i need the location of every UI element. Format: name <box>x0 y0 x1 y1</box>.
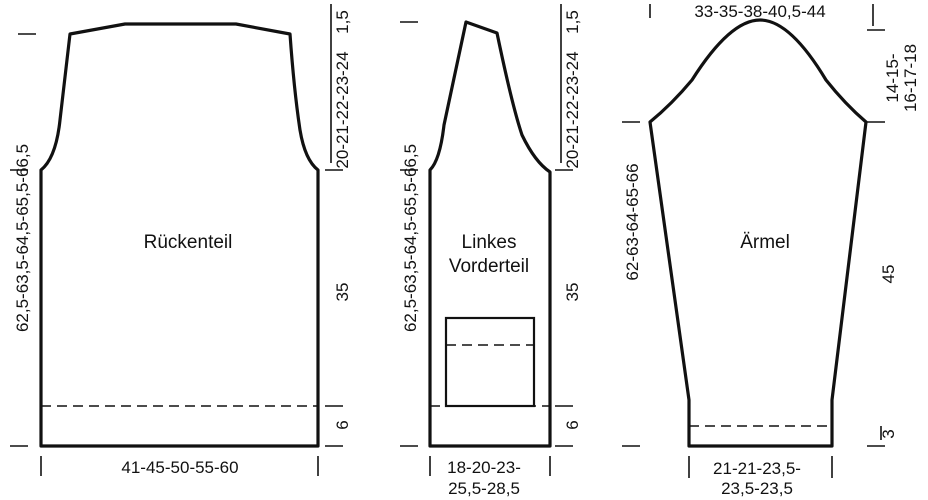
back-name: Rückenteil <box>144 232 233 253</box>
sleeve-body-label: 45 <box>879 265 898 284</box>
back-body-label: 35 <box>333 283 352 302</box>
front-body-label: 35 <box>563 283 582 302</box>
front-name-line2: Vorderteil <box>449 256 529 277</box>
sleeve-bottom-label-line2: 23,5-23,5 <box>721 479 793 498</box>
back-width-label: 41-45-50-55-60 <box>121 458 238 477</box>
front-total-length-label: 62,5-63,5-64,5-65,5-66,5 <box>401 144 420 332</box>
front-width-label-line1: 18-20-23- <box>447 458 521 477</box>
sleeve-bottom-label-line1: 21-21-23,5- <box>713 459 801 478</box>
sleeve-cap-label-line1: 14-15- <box>883 53 902 102</box>
back-armhole-label: 20-21-22-23-24 <box>333 51 352 168</box>
sleeve-length-label: 62-63-64-65-66 <box>623 163 642 280</box>
sleeve-outline <box>648 18 868 448</box>
front-shoulder-label: 1,5 <box>563 10 582 34</box>
back-total-length-label: 62,5-63,5-64,5-65,5-66,5 <box>13 144 32 332</box>
sleeve-piece: Ärmel 33-35-38-40,5-44 62-63-64-65-66 14… <box>622 2 920 498</box>
front-outline <box>428 20 552 448</box>
sleeve-top-label: 33-35-38-40,5-44 <box>694 2 825 21</box>
front-piece: Linkes Vorderteil 62,5-63,5-64,5-65,5-66… <box>400 4 582 498</box>
back-rib-label: 6 <box>333 420 352 429</box>
sleeve-cuff-label: 3 <box>879 429 898 438</box>
back-shoulder-label: 1,5 <box>333 10 352 34</box>
sleeve-name: Ärmel <box>740 232 790 253</box>
back-piece: Rückenteil 62,5-63,5-64,5-65,5-66,5 1,5 … <box>10 4 352 477</box>
front-armhole-label: 20-21-22-23-24 <box>563 51 582 168</box>
sleeve-cap-label-line2: 16-17-18 <box>901 44 920 112</box>
front-rib-label: 6 <box>563 420 582 429</box>
back-outline <box>39 22 320 448</box>
front-width-label-line2: 25,5-28,5 <box>448 479 520 498</box>
front-name-line1: Linkes <box>462 232 517 253</box>
pocket-outline <box>444 316 536 408</box>
